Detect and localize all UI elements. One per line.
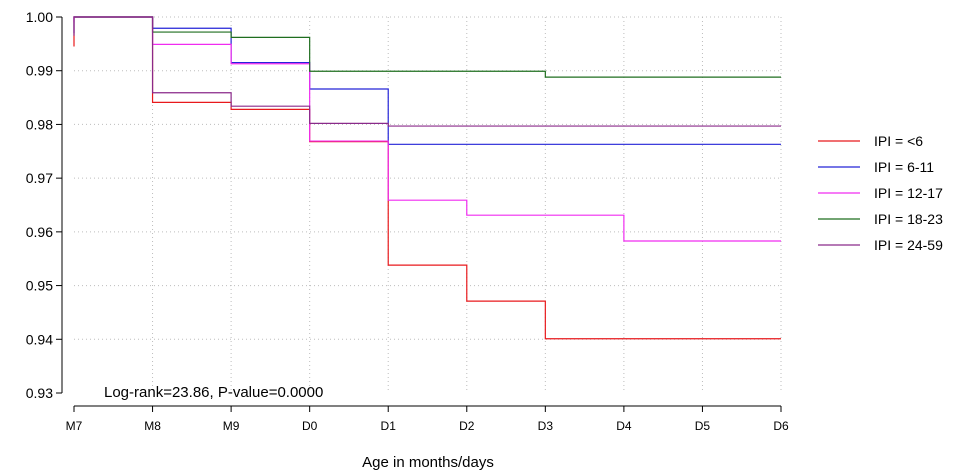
x-tick-label: D6 — [773, 419, 789, 433]
legend-label: IPI = 6-11 — [874, 159, 934, 175]
x-tick-label: M9 — [223, 419, 240, 433]
y-tick-label: 0.94 — [26, 331, 53, 347]
x-tick-label: M8 — [144, 419, 161, 433]
x-tick-labels: M7 M8 M9 D0 D1 D2 D3 D4 D5 D6 — [66, 406, 789, 433]
log-rank-annotation: Log-rank=23.86, P-value=0.0000 — [104, 384, 323, 401]
legend-label: IPI = 18-23 — [874, 211, 943, 227]
y-tick-label: 0.98 — [26, 116, 53, 132]
y-tick-label: 0.96 — [26, 224, 53, 240]
series-line — [74, 16, 781, 78]
axes — [61, 17, 781, 407]
y-tick-label: 0.99 — [26, 63, 53, 79]
x-tick-label: D2 — [459, 419, 475, 433]
legend-label: IPI = 12-17 — [874, 185, 943, 201]
x-tick-label: D4 — [616, 419, 632, 433]
legend-label: IPI = <6 — [874, 133, 923, 149]
y-tick-label: 0.97 — [26, 170, 53, 186]
x-axis-title: Age in months/days — [362, 454, 494, 471]
y-tick-labels: 0.93 0.94 0.95 0.96 0.97 0.98 0.99 1.00 — [26, 9, 62, 401]
x-tick-label: D1 — [381, 419, 397, 433]
series-line — [73, 16, 781, 127]
y-tick-label: 0.93 — [26, 385, 53, 401]
x-tick-label: D3 — [538, 419, 554, 433]
x-tick-label: M7 — [66, 419, 83, 433]
y-tick-label: 1.00 — [26, 9, 53, 25]
x-tick-label: D5 — [695, 419, 711, 433]
series-lines — [73, 16, 781, 340]
legend-label: IPI = 24-59 — [874, 237, 943, 253]
legend: IPI = <6 IPI = 6-11 IPI = 12-17 IPI = 18-23… — [818, 133, 943, 253]
y-tick-label: 0.95 — [26, 278, 53, 294]
x-tick-label: D0 — [302, 419, 318, 433]
